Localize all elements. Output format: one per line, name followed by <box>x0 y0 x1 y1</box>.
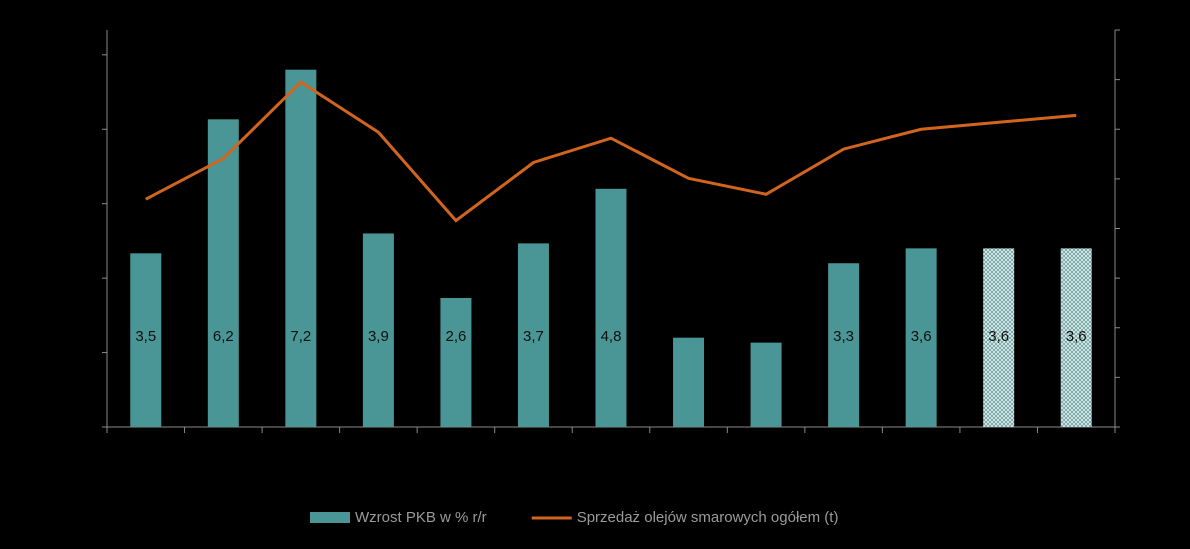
data-label: 3,6 <box>1066 328 1087 345</box>
bar <box>750 342 782 427</box>
bar <box>285 69 317 427</box>
bar <box>1060 248 1092 427</box>
bar <box>905 248 937 427</box>
legend-label: Sprzedaż olejów smarowych ogółem (t) <box>577 509 839 526</box>
data-label: 3,6 <box>988 328 1009 345</box>
data-label: 2,6 <box>445 328 466 345</box>
data-label: 4,8 <box>601 328 622 345</box>
data-label: 3,3 <box>833 328 854 345</box>
data-label: 3,7 <box>523 328 544 345</box>
bar <box>673 337 705 427</box>
bar <box>595 188 627 427</box>
line <box>145 80 1077 223</box>
bar <box>828 263 860 427</box>
data-label: 7,2 <box>290 328 311 345</box>
data-label: 3,5 <box>135 328 156 345</box>
bar <box>983 248 1015 427</box>
legend-label: Wzrost PKB w % r/r <box>355 509 487 526</box>
bar <box>130 253 162 427</box>
bar <box>207 119 239 427</box>
bar <box>440 297 472 427</box>
data-label: 6,2 <box>213 328 234 345</box>
data-label: 3,6 <box>911 328 932 345</box>
bar <box>362 233 394 427</box>
legend-swatch <box>310 512 350 523</box>
bar <box>517 243 549 427</box>
data-label: 3,9 <box>368 328 389 345</box>
